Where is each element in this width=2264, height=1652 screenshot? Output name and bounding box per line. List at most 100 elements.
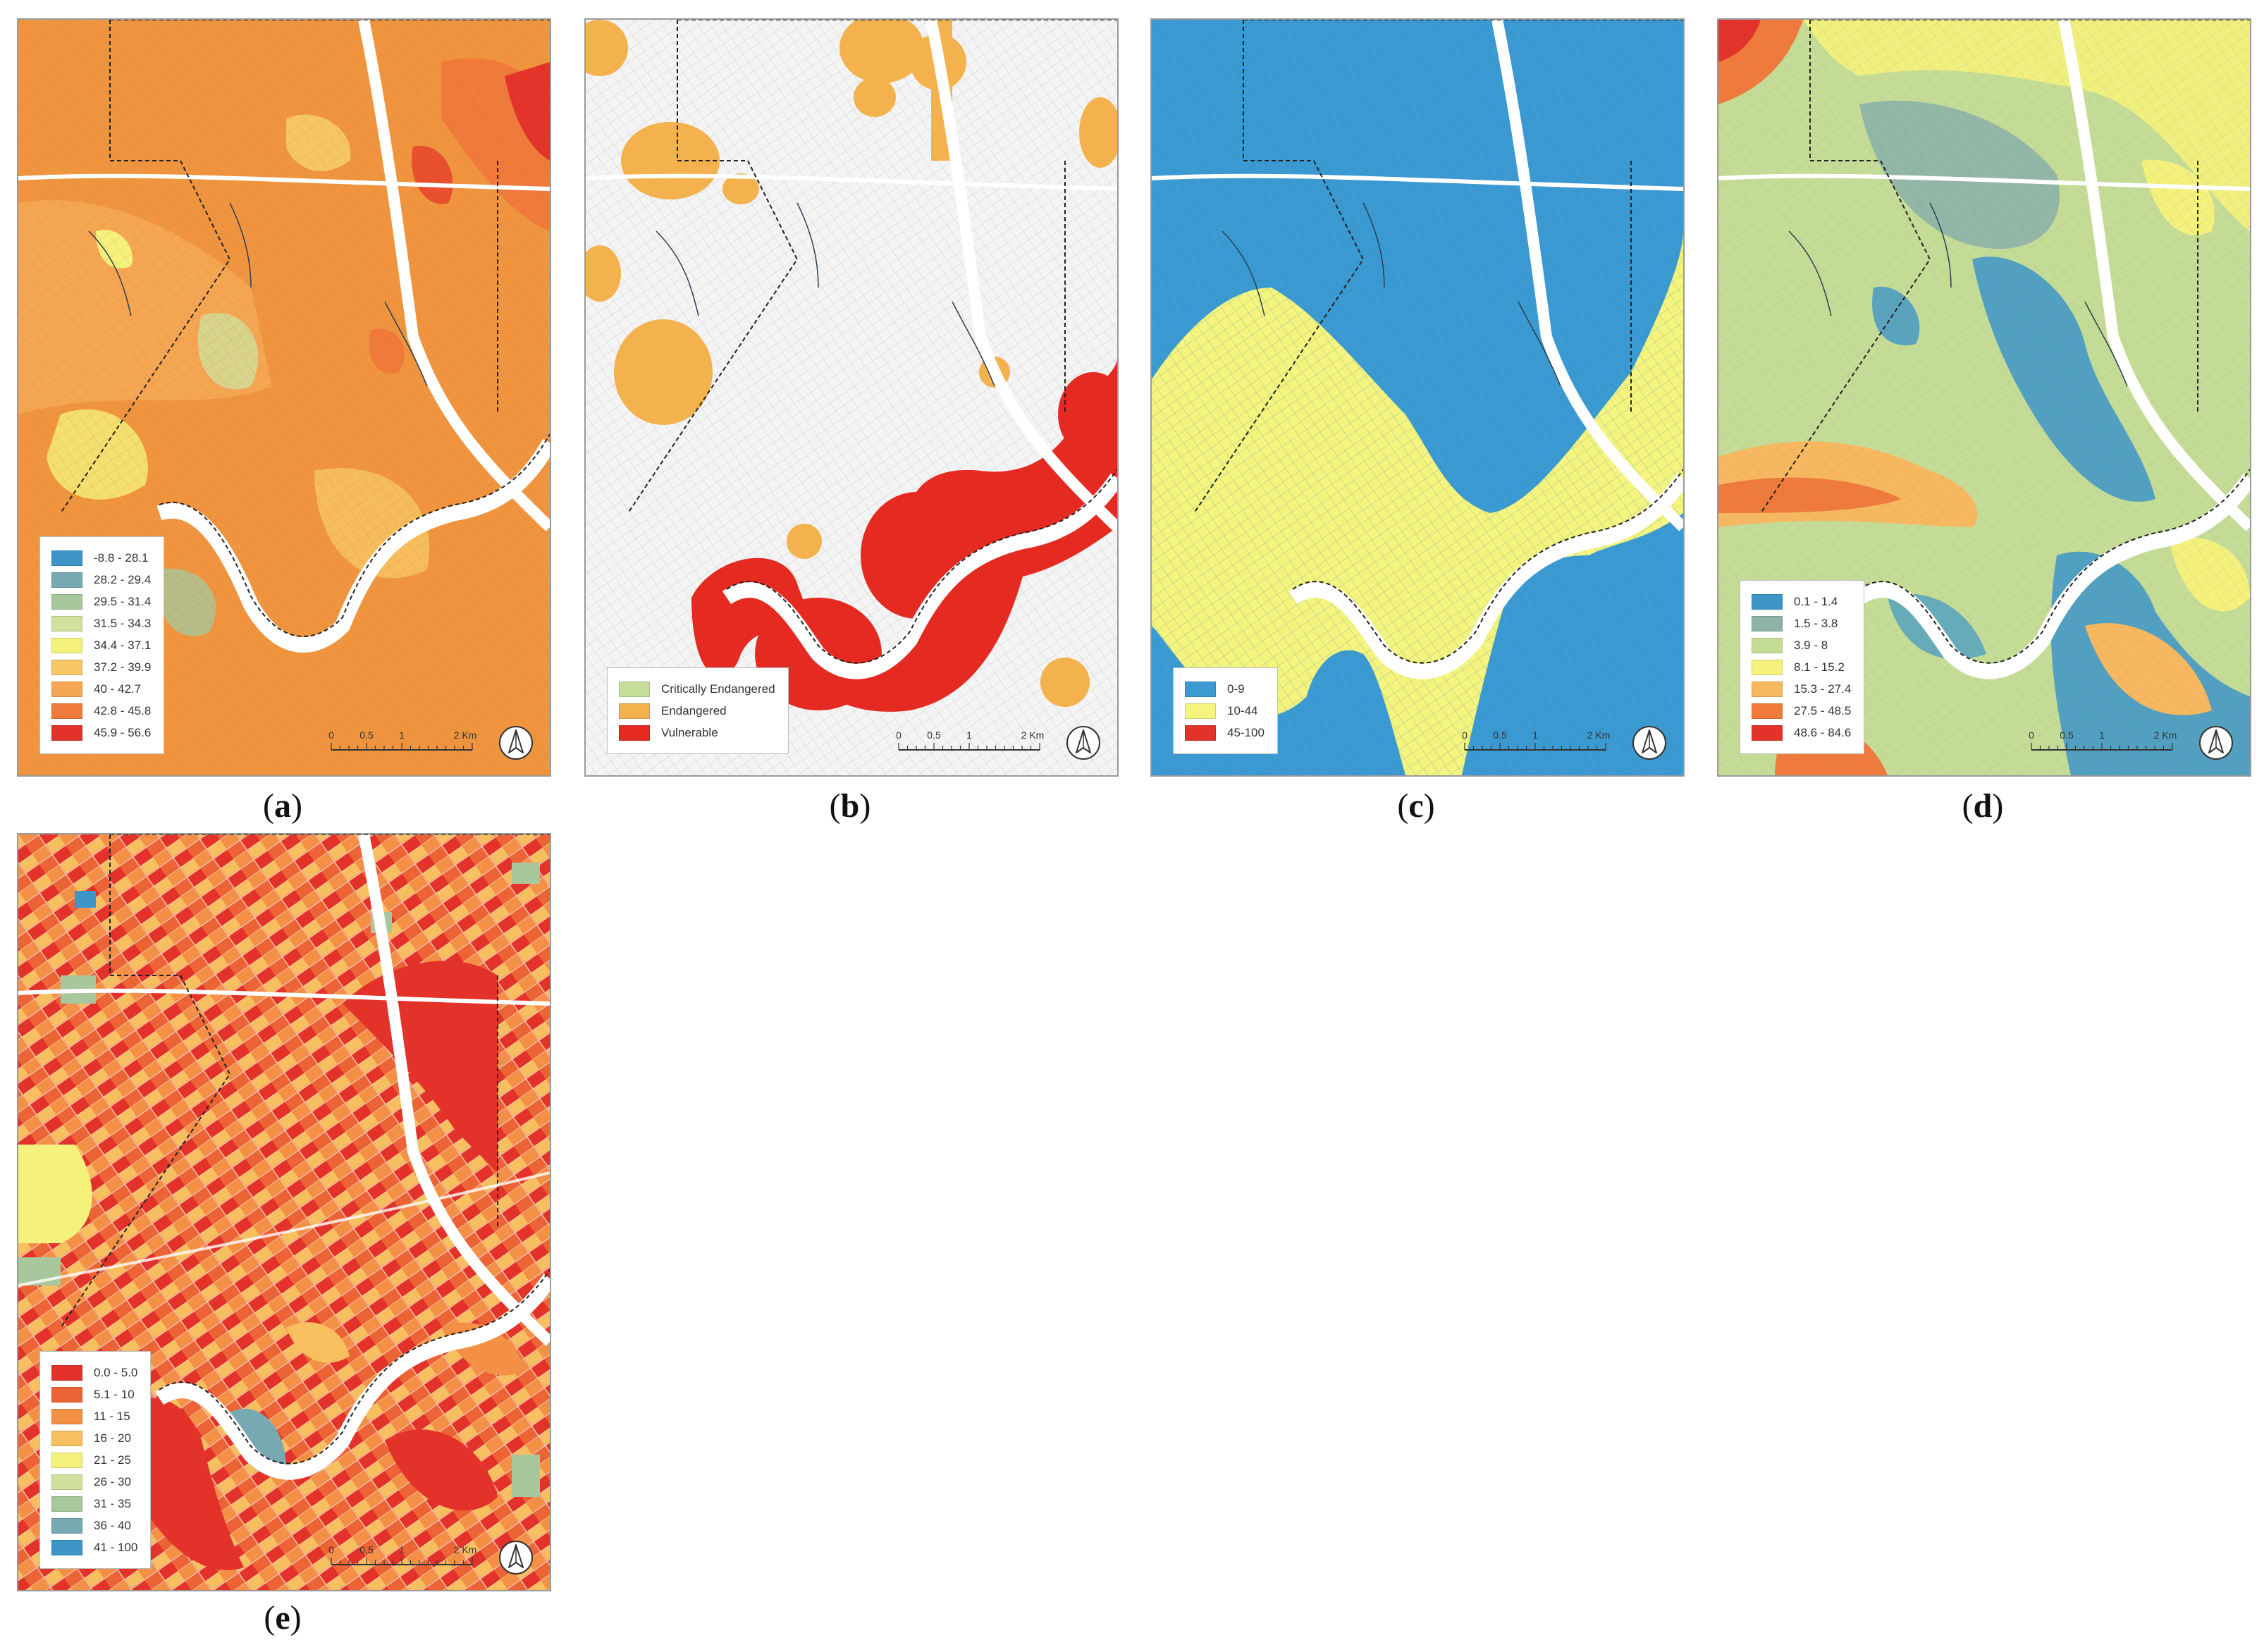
legend-label: -8.8 - 28.1 xyxy=(94,550,149,565)
legend-swatch xyxy=(51,1452,82,1468)
north-arrow-glyph xyxy=(2199,726,2233,760)
map-panel-a: -8.8 - 28.1 28.2 - 29.4 29.5 - 31.4 31.5 - … xyxy=(17,18,551,777)
legend-item: 31 - 35 xyxy=(51,1493,137,1515)
legend-swatch xyxy=(1752,703,1783,719)
legend-label: 3.9 - 8 xyxy=(1794,638,1828,652)
scalebar-label: 1 xyxy=(966,729,972,741)
legend-b: Critically Endangered Endangered Vulnerabl… xyxy=(607,667,789,754)
legend-swatch xyxy=(51,659,82,675)
legend-item: 0-9 xyxy=(1185,678,1265,700)
legend-swatch xyxy=(51,1517,82,1534)
scalebar-label: 0 xyxy=(2029,729,2034,741)
scalebar-e: 0 0.5 1 2 Km xyxy=(328,1541,476,1572)
map-panel-d: 0.1 - 1.4 1.5 - 3.8 3.9 - 8 8.1 - 15.2 15.3 … xyxy=(1717,18,2251,777)
legend-item: 8.1 - 15.2 xyxy=(1752,656,1851,678)
parcel-patches-e xyxy=(18,863,540,1570)
legend-swatch xyxy=(1752,725,1783,741)
legend-swatch xyxy=(51,703,82,719)
legend-swatch xyxy=(1185,725,1216,741)
legend-label: 5.1 - 10 xyxy=(94,1387,135,1401)
legend-swatch xyxy=(51,593,82,610)
legend-label: 31 - 35 xyxy=(94,1496,131,1510)
map-features-c xyxy=(1152,20,1683,679)
legend-label: 48.6 - 84.6 xyxy=(1794,725,1852,739)
legend-a: -8.8 - 28.1 28.2 - 29.4 29.5 - 31.4 31.5 - … xyxy=(39,536,165,754)
legend-swatch xyxy=(1752,593,1783,610)
north-arrow-glyph xyxy=(1632,726,1666,760)
legend-swatch xyxy=(1752,615,1783,631)
scalebar-label: 0 xyxy=(896,729,902,741)
legend-swatch xyxy=(51,615,82,631)
legend-item: 27.5 - 48.5 xyxy=(1752,700,1851,722)
legend-item: Critically Endangered xyxy=(619,678,775,700)
scalebar-label: 1 xyxy=(1532,729,1538,741)
scalebar-label: 1 xyxy=(399,1544,405,1555)
scalebar-label: 0 xyxy=(1462,729,1468,741)
legend-swatch xyxy=(1185,681,1216,697)
scalebar-label: 0 xyxy=(328,729,334,741)
scalebar-label: 0.5 xyxy=(359,1544,374,1555)
legend-item: 16 - 20 xyxy=(51,1427,137,1449)
legend-item: 3.9 - 8 xyxy=(1752,634,1851,656)
scalebar-label: 1 xyxy=(399,729,405,741)
scalebar-label: 2 Km xyxy=(2154,729,2177,741)
scalebar-label: 2 Km xyxy=(454,1544,477,1555)
legend-item: 0.1 - 1.4 xyxy=(1752,591,1851,612)
legend-item: 10-44 xyxy=(1185,700,1265,722)
legend-label: 28.2 - 29.4 xyxy=(94,572,152,586)
scalebar-a: 0 0.5 1 2 Km xyxy=(328,726,476,757)
legend-label: 45.9 - 56.6 xyxy=(94,725,152,739)
map-features-a xyxy=(18,20,550,653)
legend-swatch xyxy=(51,681,82,697)
north-arrow-glyph xyxy=(499,726,533,760)
legend-item: 37.2 - 39.9 xyxy=(51,656,151,678)
caption-e: (e) xyxy=(264,1599,302,1636)
legend-label: 37.2 - 39.9 xyxy=(94,660,152,674)
legend-label: 16 - 20 xyxy=(94,1431,131,1445)
legend-swatch xyxy=(51,1386,82,1403)
legend-item: 45.9 - 56.6 xyxy=(51,722,151,744)
north-arrow-icon xyxy=(1631,725,1668,761)
scalebar-d: 0 0.5 1 2 Km xyxy=(2029,726,2177,757)
legend-label: Vulnerable xyxy=(661,725,718,739)
legend-swatch xyxy=(1752,637,1783,653)
legend-label: 34.4 - 37.1 xyxy=(94,638,152,652)
legend-swatch xyxy=(1185,703,1216,719)
caption-b: (b) xyxy=(829,787,871,825)
legend-label: 21 - 25 xyxy=(94,1453,131,1467)
caption-c: (c) xyxy=(1397,787,1435,825)
legend-label: 45-100 xyxy=(1227,725,1265,739)
legend-label: 11 - 15 xyxy=(94,1409,130,1423)
legend-e: 0.0 - 5.0 5.1 - 10 11 - 15 16 - 20 21 - 25 26… xyxy=(39,1351,152,1569)
north-arrow-glyph xyxy=(1066,726,1100,760)
scalebar-label: 1 xyxy=(2099,729,2105,741)
map-panel-b: Critically Endangered Endangered Vulnerabl… xyxy=(584,18,1119,777)
legend-item: 21 - 25 xyxy=(51,1449,137,1471)
legend-label: Endangered xyxy=(661,703,727,717)
legend-label: 0.1 - 1.4 xyxy=(1794,594,1838,608)
legend-label: 40 - 42.7 xyxy=(94,682,142,696)
map-panel-e: 0.0 - 5.0 5.1 - 10 11 - 15 16 - 20 21 - 25 26… xyxy=(17,833,551,1591)
scalebar-label: 2 Km xyxy=(1587,729,1611,741)
scalebar-label: 0 xyxy=(328,1544,334,1555)
legend-item: 48.6 - 84.6 xyxy=(1752,722,1851,744)
map-b xyxy=(586,20,1117,775)
north-arrow-icon xyxy=(498,725,534,761)
legend-item: 42.8 - 45.8 xyxy=(51,700,151,722)
scalebar-label: 0.5 xyxy=(359,729,374,741)
map-features-e xyxy=(18,834,550,1480)
legend-label: 27.5 - 48.5 xyxy=(1794,703,1852,717)
legend-item: 26 - 30 xyxy=(51,1471,137,1493)
legend-swatch xyxy=(51,1474,82,1490)
legend-swatch xyxy=(51,1496,82,1512)
north-arrow-icon xyxy=(1065,725,1102,761)
legend-item: 1.5 - 3.8 xyxy=(1752,612,1851,634)
legend-label: 10-44 xyxy=(1227,703,1258,717)
legend-item: 5.1 - 10 xyxy=(51,1383,137,1405)
caption-d: (d) xyxy=(1962,787,2004,825)
legend-item: Vulnerable xyxy=(619,722,775,744)
legend-label: 8.1 - 15.2 xyxy=(1794,660,1845,674)
scalebar-label: 2 Km xyxy=(454,729,477,741)
legend-label: 26 - 30 xyxy=(94,1474,131,1488)
legend-swatch xyxy=(51,550,82,566)
